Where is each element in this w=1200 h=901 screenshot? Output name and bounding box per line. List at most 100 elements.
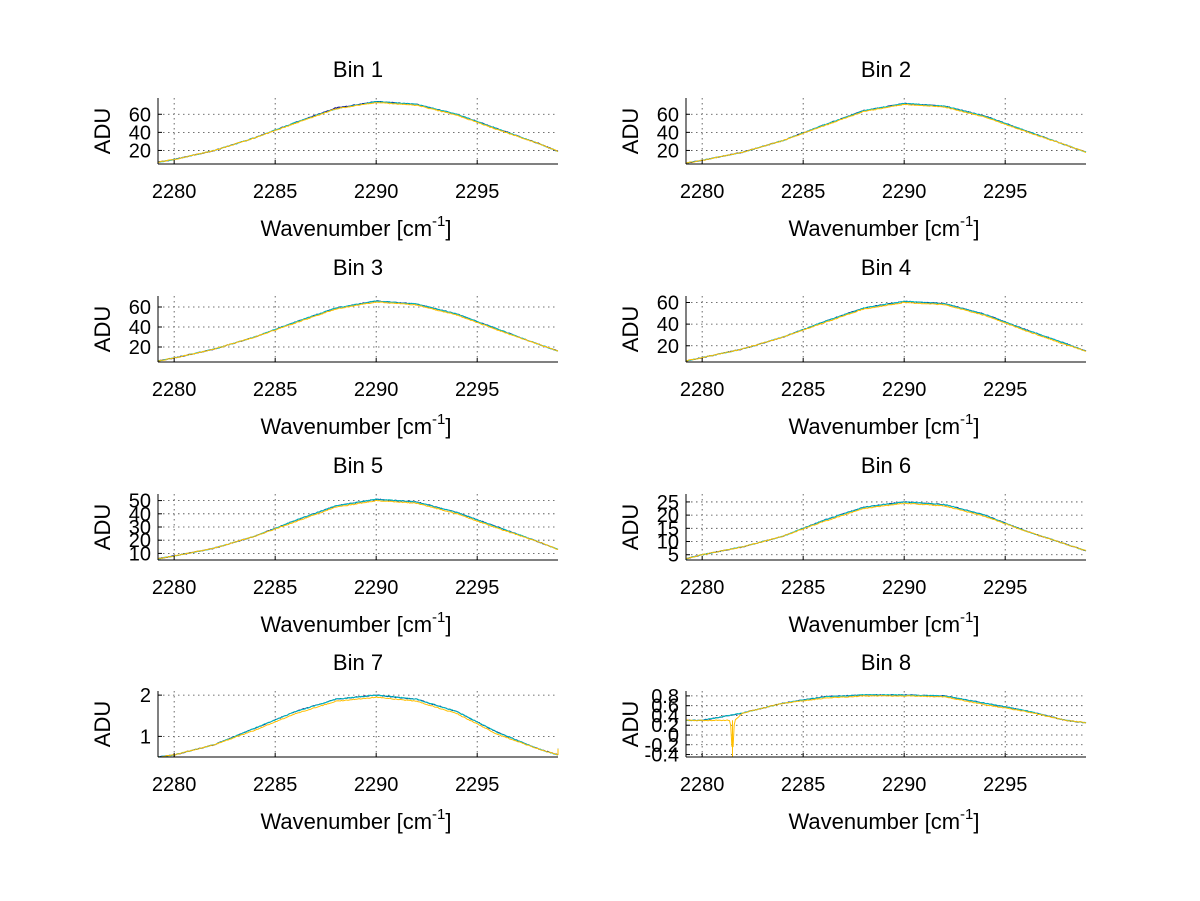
y-axis-label: ADU bbox=[618, 701, 643, 747]
series-line-2 bbox=[157, 300, 559, 362]
y-axis-label: ADU bbox=[618, 504, 643, 550]
series-line-1 bbox=[157, 101, 559, 163]
y-tick-label: 20 bbox=[657, 140, 679, 162]
series-line-2 bbox=[685, 693, 1087, 724]
y-tick-label: 20 bbox=[657, 505, 679, 527]
x-axis-label-sup: -1 bbox=[432, 213, 445, 230]
x-axis-label: Wavenumber [cm-1] bbox=[788, 411, 979, 439]
x-tick-label: 2295 bbox=[455, 774, 500, 796]
x-tick-label: 2285 bbox=[253, 181, 298, 203]
x-axis-label-sup: -1 bbox=[960, 609, 973, 626]
x-axis-label-end: ] bbox=[445, 216, 451, 241]
x-axis-label-end: ] bbox=[445, 414, 451, 439]
subplot-title: Bin 7 bbox=[333, 650, 383, 675]
x-axis-label: Wavenumber [cm-1] bbox=[788, 213, 979, 241]
subplot-bin-7: Bin 7 2280 2285 2290 2295 1 2 ADU Wavenumber [cm… bbox=[90, 650, 559, 834]
x-tick-label: 2285 bbox=[781, 181, 826, 203]
series-line-1 bbox=[157, 498, 559, 560]
y-tick-label: 40 bbox=[657, 314, 679, 336]
subplot-title: Bin 5 bbox=[333, 453, 383, 478]
y-tick-label: 50 bbox=[129, 491, 151, 513]
x-tick-label: 2280 bbox=[152, 774, 197, 796]
x-tick-label: 2280 bbox=[680, 379, 725, 401]
x-tick-label: 2290 bbox=[882, 577, 927, 599]
y-axis-label: ADU bbox=[618, 306, 643, 352]
x-tick-label: 2280 bbox=[680, 577, 725, 599]
series-line-1 bbox=[157, 300, 559, 362]
x-tick-label: 2295 bbox=[983, 577, 1028, 599]
x-tick-label: 2290 bbox=[354, 379, 399, 401]
x-axis-label-main: Wavenumber [cm bbox=[788, 612, 960, 637]
x-tick-label: 2290 bbox=[882, 774, 927, 796]
y-tick-label: -0.4 bbox=[645, 745, 679, 767]
x-tick-label: 2295 bbox=[455, 379, 500, 401]
x-tick-label: 2280 bbox=[680, 181, 725, 203]
x-tick-label: 2280 bbox=[680, 774, 725, 796]
x-tick-label: 2290 bbox=[882, 181, 927, 203]
series-line-3 bbox=[685, 103, 1087, 164]
y-tick-label: 15 bbox=[657, 518, 679, 540]
subplot-title: Bin 2 bbox=[861, 57, 911, 82]
y-tick-label: 60 bbox=[657, 104, 679, 126]
x-axis-label: Wavenumber [cm-1] bbox=[260, 411, 451, 439]
x-tick-label: 2280 bbox=[152, 379, 197, 401]
subplot-title: Bin 3 bbox=[333, 255, 383, 280]
x-axis-label-main: Wavenumber [cm bbox=[260, 612, 432, 637]
y-tick-label: 0.8 bbox=[651, 686, 679, 708]
x-tick-label: 2295 bbox=[455, 181, 500, 203]
series-line-2 bbox=[157, 498, 559, 560]
y-tick-label: 40 bbox=[657, 122, 679, 144]
x-axis-label: Wavenumber [cm-1] bbox=[260, 609, 451, 637]
x-tick-label: 2290 bbox=[882, 379, 927, 401]
series-line-3 bbox=[157, 696, 559, 758]
subplot-title: Bin 1 bbox=[333, 57, 383, 82]
series-line-3 bbox=[685, 301, 1087, 362]
x-tick-label: 2290 bbox=[354, 181, 399, 203]
x-axis-label-sup: -1 bbox=[960, 213, 973, 230]
x-tick-label: 2295 bbox=[983, 774, 1028, 796]
series-line-3 bbox=[685, 502, 1087, 560]
y-tick-label: 60 bbox=[129, 104, 151, 126]
subplot-bin-8: Bin 8 2280 2285 2290 2295 -0.4-0.200.20.40.60… bbox=[618, 650, 1087, 834]
x-axis-label: Wavenumber [cm-1] bbox=[788, 806, 979, 834]
y-tick-label: 60 bbox=[129, 297, 151, 319]
x-axis-label-main: Wavenumber [cm bbox=[788, 414, 960, 439]
y-axis-label: ADU bbox=[618, 108, 643, 154]
series-line-1 bbox=[685, 693, 1087, 724]
y-tick-label: 25 bbox=[657, 492, 679, 514]
x-axis-label: Wavenumber [cm-1] bbox=[788, 609, 979, 637]
x-axis-label-end: ] bbox=[973, 414, 979, 439]
x-tick-label: 2285 bbox=[253, 379, 298, 401]
x-axis-label: Wavenumber [cm-1] bbox=[260, 213, 451, 241]
y-tick-label: 40 bbox=[129, 504, 151, 526]
x-axis-label-main: Wavenumber [cm bbox=[788, 809, 960, 834]
y-tick-label: 5 bbox=[668, 545, 679, 567]
y-tick-label: 20 bbox=[129, 140, 151, 162]
series-line-1 bbox=[157, 694, 559, 758]
series-line-3 bbox=[157, 499, 559, 560]
x-axis-label-end: ] bbox=[445, 612, 451, 637]
y-axis-label: ADU bbox=[90, 701, 115, 747]
subplot-title: Bin 4 bbox=[861, 255, 911, 280]
series-line-3 bbox=[685, 694, 1087, 757]
x-tick-label: 2295 bbox=[455, 577, 500, 599]
y-tick-label: 10 bbox=[657, 532, 679, 554]
y-tick-label: 20 bbox=[129, 530, 151, 552]
x-tick-label: 2295 bbox=[983, 181, 1028, 203]
y-axis-label: ADU bbox=[90, 306, 115, 352]
x-axis-label-end: ] bbox=[973, 216, 979, 241]
x-axis-label-sup: -1 bbox=[432, 806, 445, 823]
y-axis-label: ADU bbox=[90, 108, 115, 154]
y-tick-label: 10 bbox=[129, 543, 151, 565]
series-line-3 bbox=[157, 301, 559, 362]
y-tick-label: 30 bbox=[129, 517, 151, 539]
x-axis-label-main: Wavenumber [cm bbox=[260, 414, 432, 439]
x-axis-label-end: ] bbox=[445, 809, 451, 834]
x-tick-label: 2285 bbox=[253, 577, 298, 599]
x-axis-label-end: ] bbox=[973, 809, 979, 834]
